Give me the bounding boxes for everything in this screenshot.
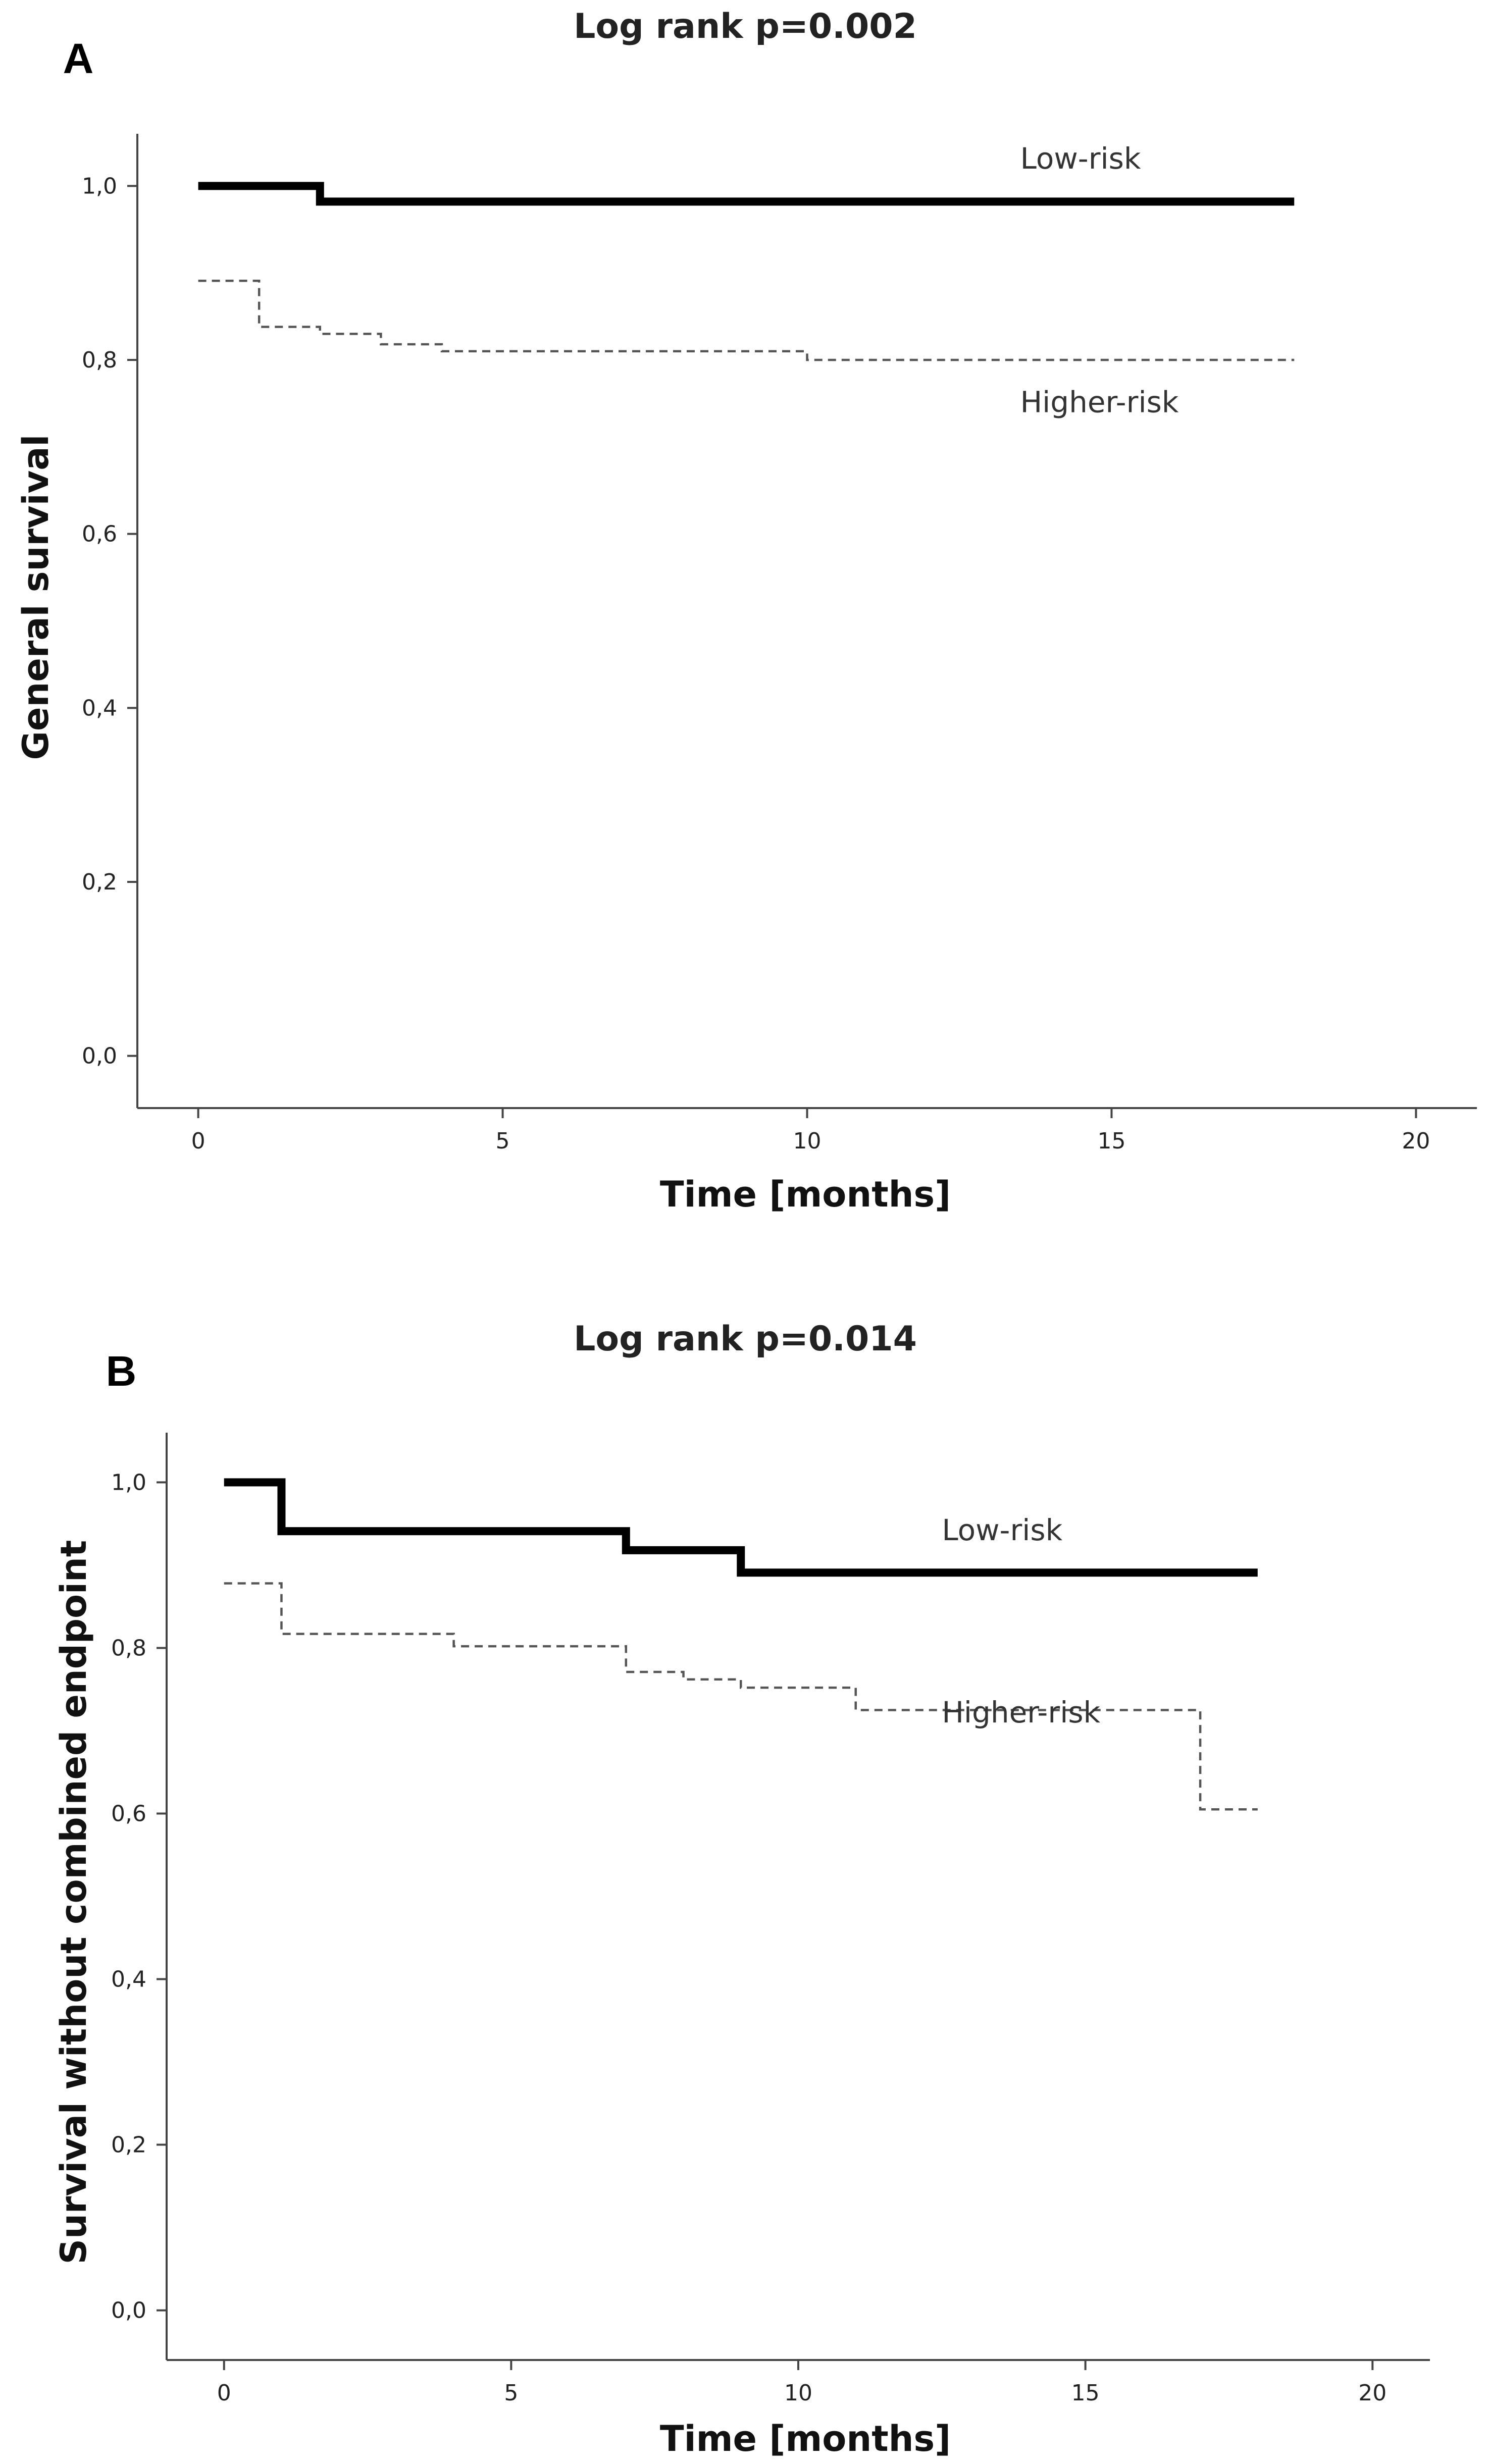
panel-a-y-tick-label: 0,0 — [82, 1043, 117, 1069]
panel-b-y-tick-label: 0,8 — [111, 1635, 146, 1661]
panel-b-title: Log rank p=0.014 — [574, 1319, 917, 1359]
panel-b-low-risk-label: Low-risk — [942, 1513, 1062, 1547]
panel-a-low-risk-curve — [198, 182, 1295, 206]
panel-a-low-risk-label: Low-risk — [1020, 141, 1141, 176]
panel-b-y-tick-label: 0,0 — [111, 2298, 146, 2324]
panel-a-x-tick-label: 15 — [1097, 1128, 1125, 1154]
panel-b-letter: B — [106, 1347, 137, 1395]
panel-b-y-tick-label: 0,4 — [111, 1967, 146, 1993]
panel-b-higher-risk-label: Higher-risk — [942, 1695, 1100, 1729]
panel-a-x-tick-label: 0 — [191, 1128, 206, 1154]
panel-b-y-tick-label: 0,6 — [111, 1801, 146, 1826]
panel-b-series: Low-risk Higher-risk — [224, 1478, 1258, 1811]
panel-a-y-tick-label: 0,2 — [82, 869, 117, 895]
panel-a-series: Low-risk Higher-risk — [198, 141, 1295, 419]
panel-a-y-tick-label: 0,6 — [82, 521, 117, 547]
panel-a-higher-risk-label: Higher-risk — [1020, 385, 1179, 419]
panel-b-x-tick-label: 15 — [1071, 2380, 1100, 2406]
panel-a-x-tick-label: 10 — [793, 1128, 822, 1154]
panel-b-higher-risk-curve — [224, 1582, 1258, 1811]
panel-a-x-axis-label: Time [months] — [660, 1174, 951, 1215]
panel-a-higher-risk-curve — [198, 279, 1295, 361]
panel-b-chart: B Log rank p=0.014 Survival without comb… — [53, 1319, 1430, 2459]
panel-b-low-risk-curve — [224, 1478, 1258, 1577]
panel-a-x-tick-label: 20 — [1402, 1128, 1430, 1154]
panel-a-y-tick-label: 0,8 — [82, 347, 117, 373]
panel-a-title: Log rank p=0.002 — [574, 7, 917, 46]
panel-a-chart: A Log rank p=0.002 General survival Time… — [15, 7, 1477, 1215]
panel-a-y-tick-label: 0,4 — [82, 695, 117, 721]
panel-a-y-tick-label: 1,0 — [82, 173, 117, 199]
panel-b-x-tick-label: 10 — [784, 2380, 812, 2406]
panel-b-x-tick-label: 20 — [1358, 2380, 1387, 2406]
panel-a-x-tick-label: 5 — [496, 1128, 510, 1154]
panel-a-y-axis-label: General survival — [15, 435, 57, 760]
panel-b-y-tick-label: 0,2 — [111, 2132, 146, 2158]
panel-b-x-tick-label: 0 — [217, 2380, 231, 2406]
panel-b-x-tick-label: 5 — [504, 2380, 518, 2406]
panel-b-y-axis-label: Survival without combined endpoint — [53, 1540, 94, 2265]
panel-a-letter: A — [63, 35, 94, 82]
panel-b-ticks: 0 5 10 15 20 0,0 0,2 0,4 0,6 0,8 1,0 — [111, 1470, 1387, 2406]
panel-b-y-tick-label: 1,0 — [111, 1470, 146, 1495]
panel-a-ticks: 0 5 10 15 20 0,0 0,2 0,4 0,6 0,8 1,0 — [82, 173, 1430, 1154]
panel-b-x-axis-label: Time [months] — [660, 2418, 951, 2459]
